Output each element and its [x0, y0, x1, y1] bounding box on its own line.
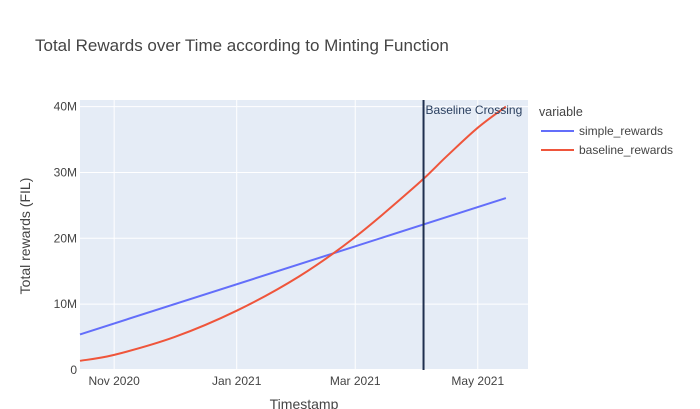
- x-axis-title: Timestamp: [270, 396, 339, 409]
- y-tick-labels: 0 10M 20M 30M 40M: [54, 100, 78, 377]
- x-tick-label: May 2021: [451, 374, 504, 388]
- legend-label-baseline_rewards: baseline_rewards: [579, 143, 673, 157]
- series-layer: [79, 105, 507, 362]
- x-tick-label: Jan 2021: [212, 374, 262, 388]
- y-tick-label: 10M: [54, 297, 77, 311]
- x-tick-labels: Nov 2020 Jan 2021 Mar 2021 May 2021: [88, 374, 504, 388]
- y-tick-label: 40M: [54, 100, 77, 114]
- y-tick-label: 0: [70, 363, 77, 377]
- series-line-simple_rewards: [79, 197, 507, 336]
- x-tick-label: Mar 2021: [330, 374, 381, 388]
- y-axis-title: Total rewards (FIL): [17, 178, 33, 295]
- series-line-baseline_rewards: [79, 105, 507, 362]
- legend-title: variable: [539, 105, 583, 119]
- chart-title: Total Rewards over Time according to Min…: [35, 36, 449, 55]
- y-grid: [80, 106, 528, 371]
- y-tick-label: 20M: [54, 231, 77, 245]
- y-tick-label: 30M: [54, 165, 77, 179]
- x-grid: [113, 100, 479, 370]
- baseline-crossing-label: Baseline Crossing: [426, 103, 523, 117]
- plot-area: [80, 100, 528, 370]
- x-tick-label: Nov 2020: [88, 374, 140, 388]
- legend: variable simple_rewards baseline_rewards: [539, 105, 673, 157]
- legend-label-simple_rewards: simple_rewards: [579, 124, 663, 138]
